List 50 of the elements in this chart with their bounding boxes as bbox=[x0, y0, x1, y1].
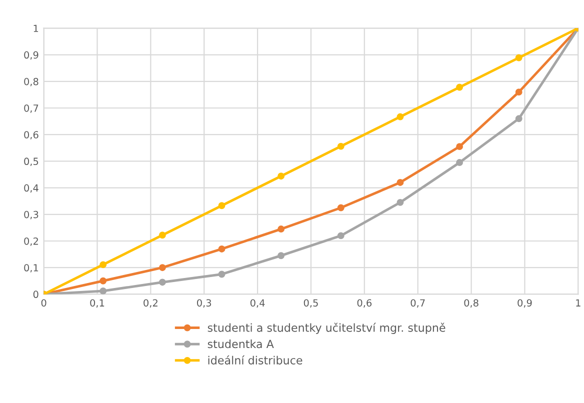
y-tick-label: 0,5 bbox=[24, 158, 38, 166]
point bbox=[396, 198, 404, 206]
point bbox=[337, 232, 344, 240]
legend-label: studentka A bbox=[208, 340, 274, 348]
x-tick-label: 0,7 bbox=[410, 299, 425, 308]
x-tick-label: 0,6 bbox=[357, 299, 372, 308]
point bbox=[278, 252, 285, 260]
x-tick-label: 0,3 bbox=[197, 299, 212, 308]
legend-label: ideální distribuce bbox=[208, 355, 302, 364]
x-tick-label: 0,4 bbox=[250, 299, 265, 308]
y-tick-label: 0,8 bbox=[24, 78, 38, 86]
x-tick-label: 0,1 bbox=[90, 299, 104, 308]
point bbox=[158, 232, 166, 239]
x-tick-label: 0,2 bbox=[144, 299, 158, 308]
y-tick-label: 0 bbox=[33, 290, 38, 298]
y-tick-label: 0,4 bbox=[24, 184, 38, 193]
x-tick-label: 1 bbox=[576, 299, 580, 306]
point bbox=[100, 261, 107, 268]
y-tick-label: 0,6 bbox=[24, 131, 38, 140]
y-tick-label: 0,7 bbox=[24, 104, 38, 113]
point bbox=[337, 142, 344, 150]
legend-label: studenti a studentky učitelství mgr. stupně bbox=[208, 322, 446, 334]
point bbox=[218, 246, 226, 252]
point bbox=[218, 270, 226, 278]
x-tick-label: 0,9 bbox=[518, 299, 532, 308]
point bbox=[515, 88, 522, 96]
point bbox=[515, 115, 522, 122]
y-tick-label: 0,2 bbox=[24, 237, 38, 246]
y-tick-label: 1 bbox=[34, 24, 38, 32]
y-tick-label: 0,1 bbox=[24, 264, 38, 272]
point bbox=[337, 204, 344, 212]
x-tick-label: 0,5 bbox=[304, 299, 318, 308]
point bbox=[100, 288, 107, 294]
point bbox=[278, 172, 285, 180]
point bbox=[456, 84, 464, 91]
point bbox=[278, 226, 285, 232]
line-series bbox=[44, 28, 578, 294]
x-tick-label: 0,8 bbox=[464, 299, 478, 308]
point bbox=[158, 278, 166, 286]
x-tick-label: 0 bbox=[41, 299, 46, 307]
point bbox=[515, 54, 522, 62]
point bbox=[456, 159, 464, 166]
y-tick-label: 0,3 bbox=[24, 210, 38, 220]
point bbox=[218, 202, 226, 210]
point bbox=[396, 113, 404, 120]
point bbox=[396, 179, 404, 186]
y-tick-label: 0,9 bbox=[24, 51, 38, 60]
point bbox=[456, 143, 464, 150]
point bbox=[158, 264, 166, 272]
point bbox=[100, 277, 107, 284]
